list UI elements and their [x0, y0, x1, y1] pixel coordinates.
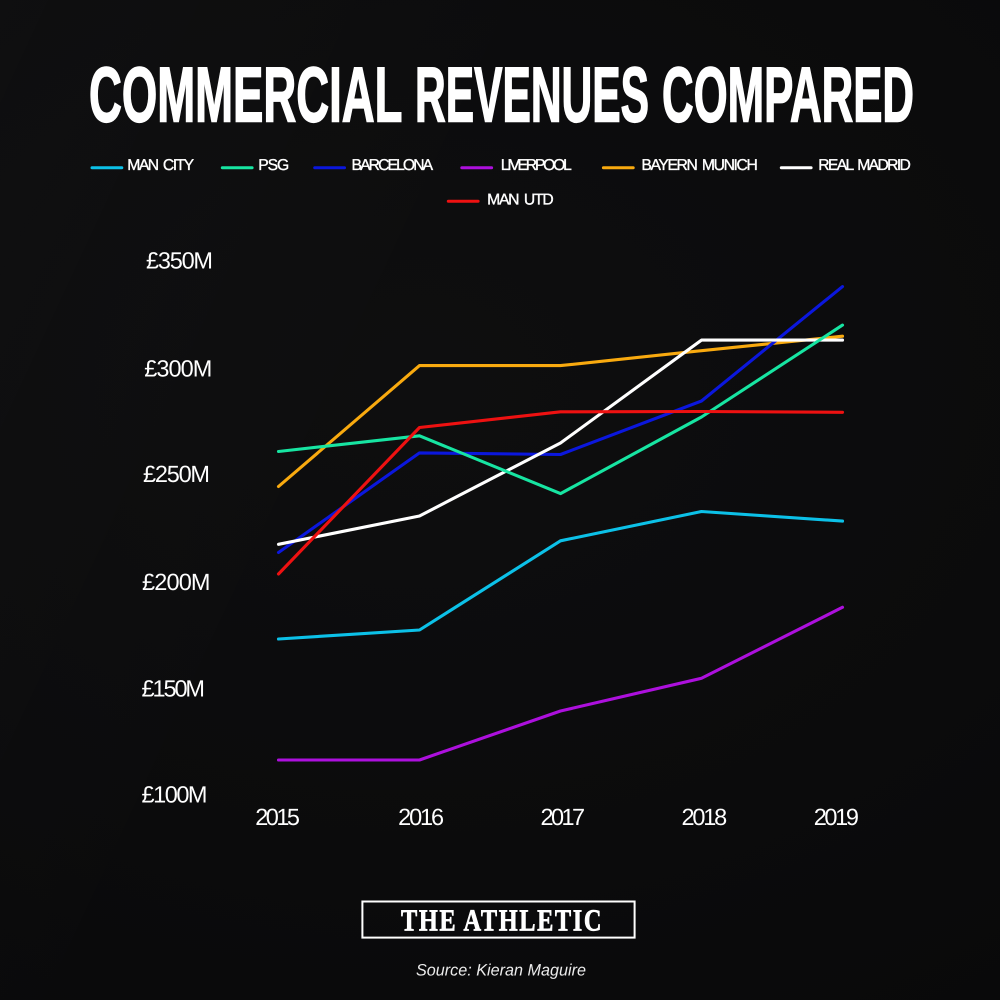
- svg-text:REVENUES: REVENUES: [415, 50, 649, 138]
- svg-text:THE ATHLETIC: THE ATHLETIC: [401, 904, 603, 938]
- svg-text:BARCELONA: BARCELONA: [352, 157, 434, 174]
- svg-text:£200M: £200M: [142, 569, 211, 595]
- svg-text:COMPARED: COMPARED: [662, 50, 914, 138]
- svg-text:£350M: £350M: [146, 248, 213, 274]
- svg-text:£100M: £100M: [142, 782, 208, 808]
- svg-text:REAL MADRID: REAL MADRID: [818, 157, 911, 174]
- svg-text:PSG: PSG: [258, 157, 289, 174]
- svg-text:2019: 2019: [814, 804, 859, 830]
- svg-text:£300M: £300M: [144, 356, 212, 382]
- svg-text:LIVERPOOL: LIVERPOOL: [501, 157, 572, 174]
- svg-text:2018: 2018: [681, 804, 727, 830]
- svg-text:BAYERN MUNICH: BAYERN MUNICH: [641, 157, 757, 174]
- svg-text:COMMERCIAL: COMMERCIAL: [89, 50, 402, 138]
- svg-text:2017: 2017: [541, 804, 586, 830]
- svg-text:2015: 2015: [255, 804, 300, 830]
- svg-text:£150M: £150M: [142, 676, 206, 702]
- svg-text:MAN UTD: MAN UTD: [487, 192, 554, 209]
- svg-text:2016: 2016: [398, 804, 444, 830]
- svg-text:MAN CITY: MAN CITY: [127, 157, 194, 174]
- svg-text:Source: Kieran Maguire: Source: Kieran Maguire: [416, 961, 586, 979]
- svg-text:£250M: £250M: [143, 461, 210, 487]
